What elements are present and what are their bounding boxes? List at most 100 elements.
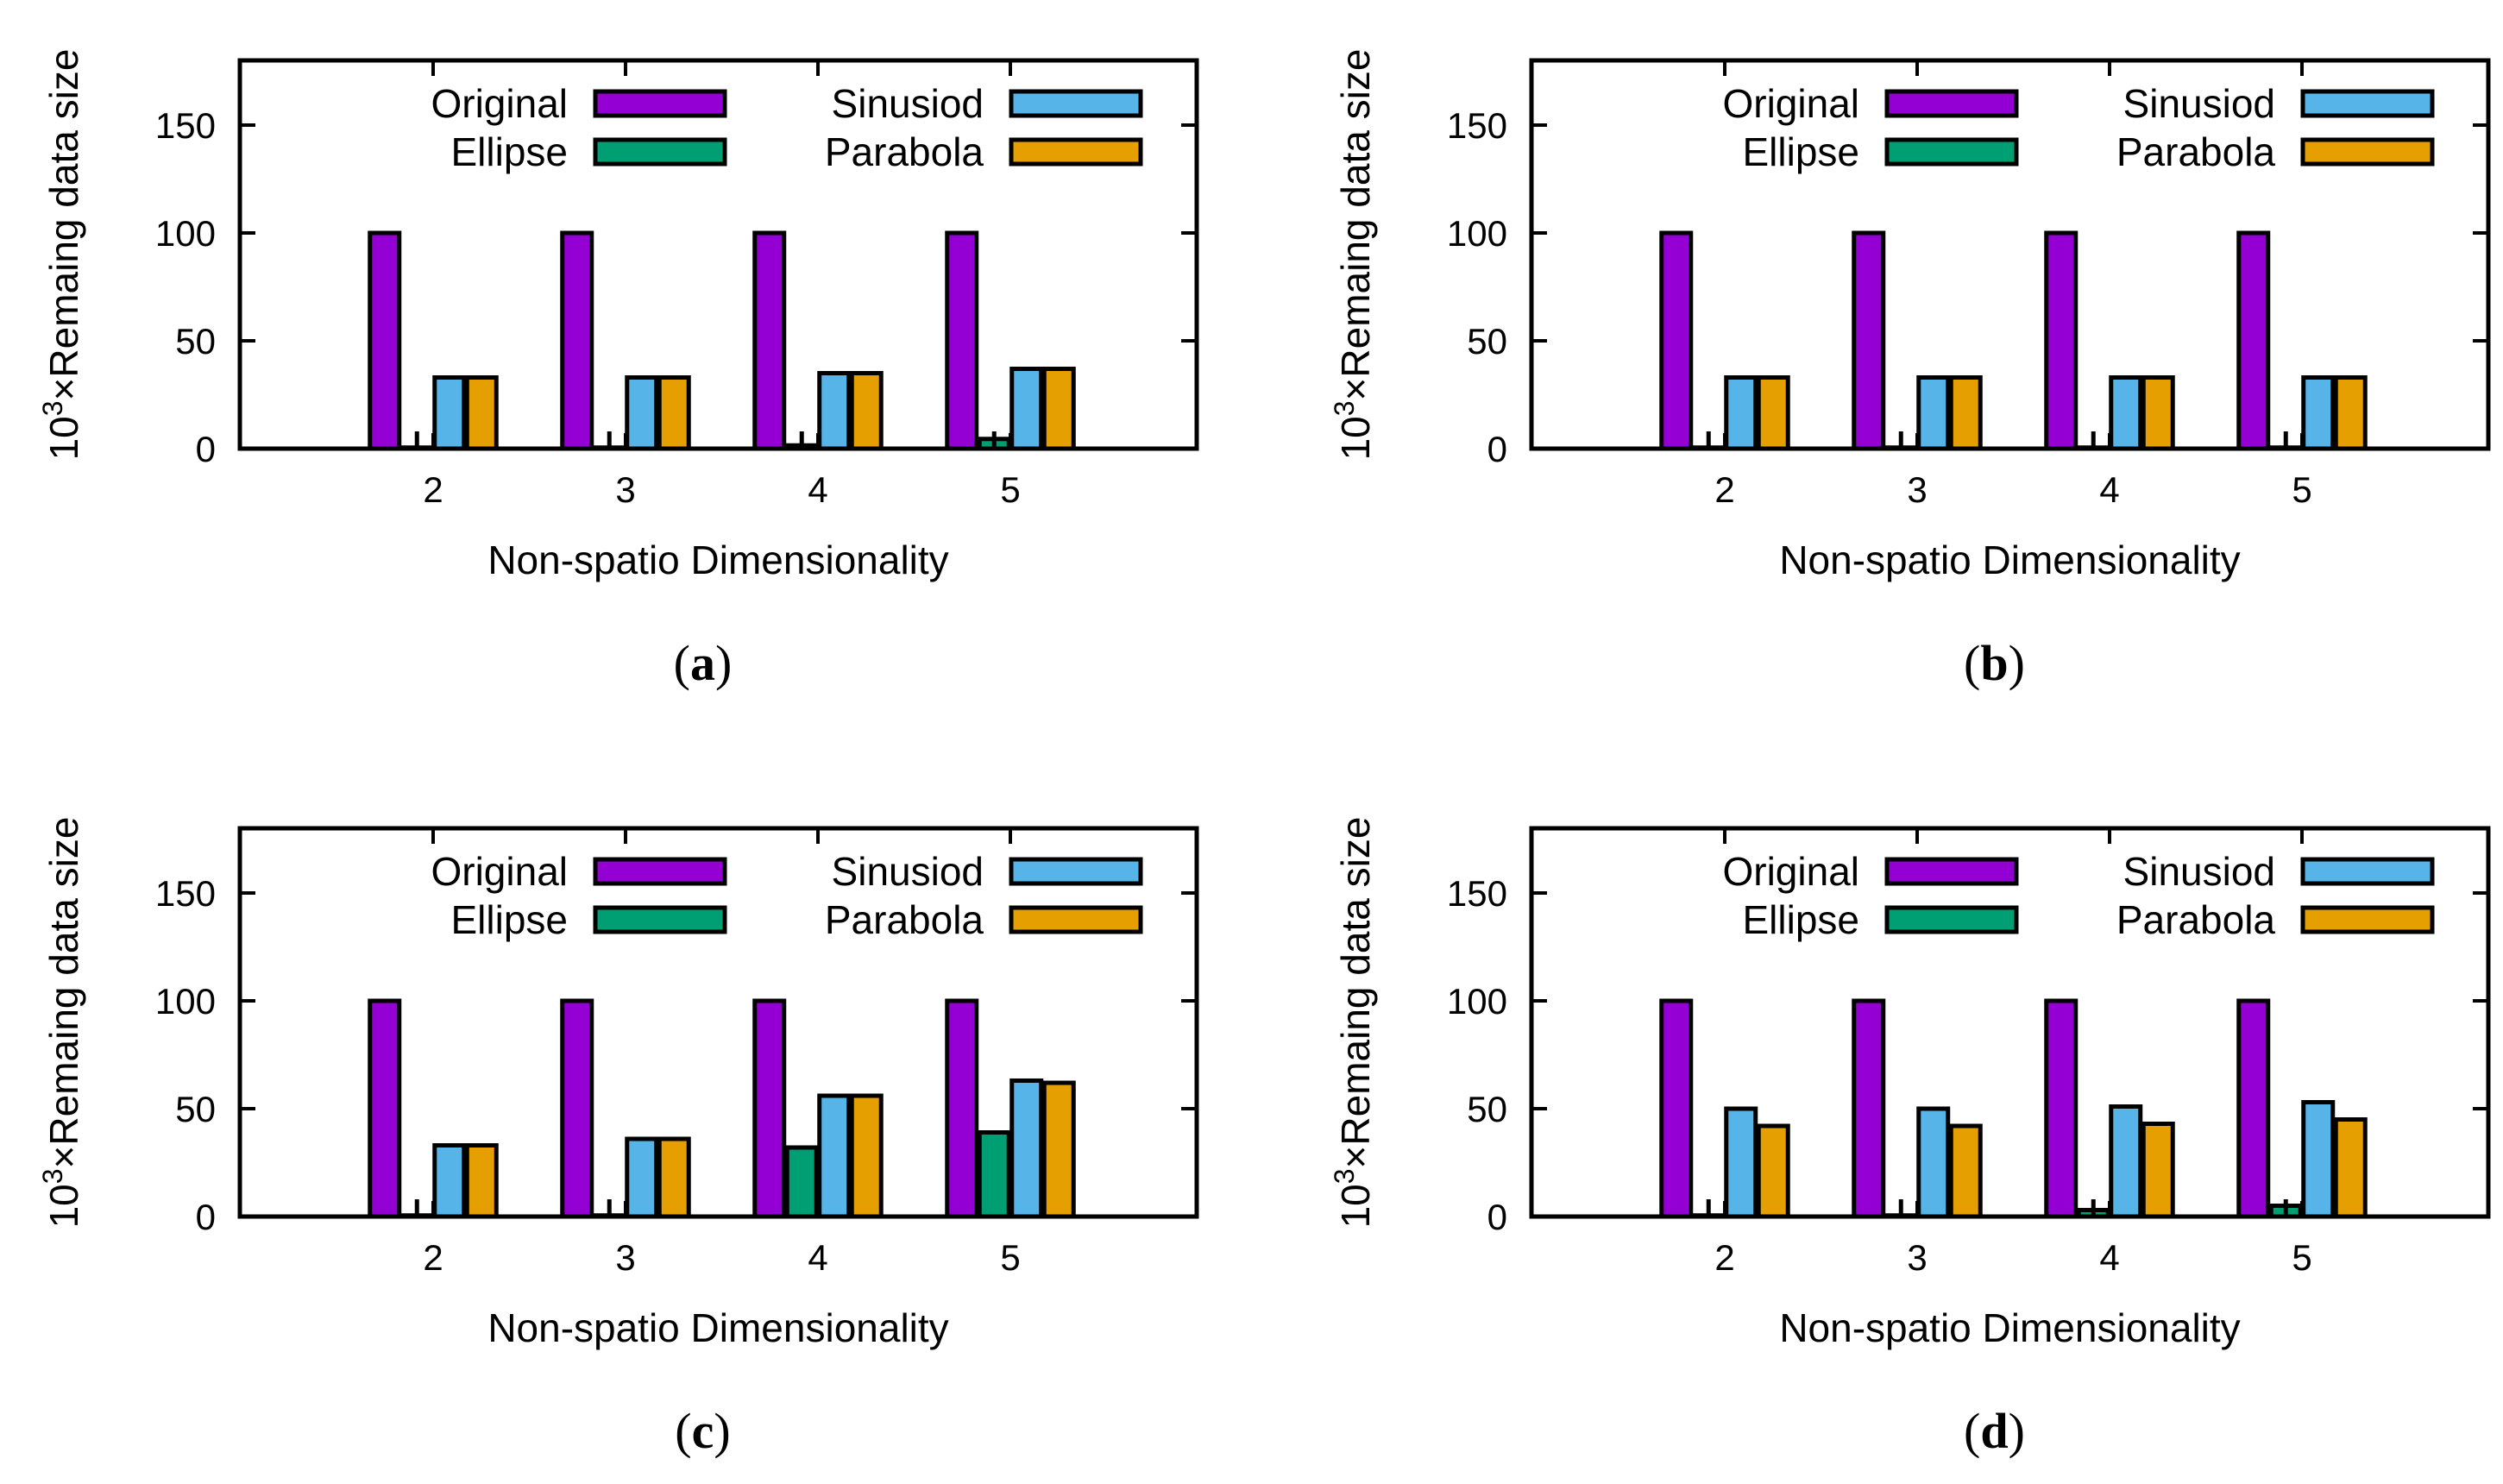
plot-frame [1529, 58, 2491, 451]
y-axis-label-base: 10 [41, 1184, 86, 1228]
y-tick-label: 0 [1487, 429, 1507, 469]
bar-sinusiod [2301, 375, 2336, 451]
x-tick-label: 2 [423, 469, 443, 510]
x-tick-label: 3 [1907, 1237, 1927, 1278]
legend-label-ellipse: Ellipse [1742, 897, 1859, 942]
legend-swatch-parabola [2300, 137, 2435, 167]
bar-sinusiod [1916, 375, 1951, 451]
y-tick-label: 0 [1487, 1197, 1507, 1237]
legend-swatch-ellipse [1884, 137, 2019, 167]
y-tick-label: 0 [196, 429, 216, 469]
x-tick-label: 4 [2099, 469, 2119, 510]
bar-sinusiod [817, 371, 852, 451]
x-tick-label: 3 [615, 1237, 635, 1278]
x-tick-label: 4 [2099, 1237, 2119, 1278]
caption-paren-close: ) [2009, 635, 2025, 691]
legend-label-sinusiod: Sinusiod [832, 849, 984, 894]
legend-label-ellipse: Ellipse [1742, 129, 1859, 174]
legend-swatch-sinusiod [2300, 89, 2435, 118]
legend-swatch-parabola [1009, 137, 1143, 167]
legend-label-parabola: Parabola [825, 897, 984, 942]
bar-parabola [657, 375, 691, 451]
bar-original [1659, 998, 1694, 1219]
legend-swatch-sinusiod [1009, 89, 1143, 118]
x-tick-label: 5 [1000, 469, 1020, 510]
caption-letter: d [1980, 1403, 2008, 1459]
y-tick-label: 150 [1447, 105, 1507, 146]
bar-sinusiod [2109, 375, 2143, 451]
y-axis-label-exponent: 3 [1329, 1168, 1360, 1184]
caption-paren-open: ( [1964, 1403, 1980, 1459]
legend-swatch-original [1884, 857, 2019, 886]
legend-swatch-ellipse [1884, 905, 2019, 934]
x-tick-label: 3 [1907, 469, 1927, 510]
bar-sinusiod [1009, 1078, 1044, 1219]
bar-sinusiod [2109, 1104, 2143, 1219]
bar-original [560, 230, 594, 451]
bar-parabola [2333, 1117, 2368, 1219]
x-tick-label: 5 [2292, 1237, 2311, 1278]
x-tick-label: 2 [1714, 1237, 1734, 1278]
legend-label-original: Original [1722, 81, 1859, 126]
bar-original [1852, 230, 1886, 451]
y-axis-label: 103×Remaing data size [37, 817, 86, 1229]
y-axis-label-base: 10 [41, 416, 86, 460]
legend-swatch-original [593, 89, 727, 118]
legend-label-original: Original [431, 849, 568, 894]
bar-sinusiod [625, 375, 659, 451]
bar-ellipse [977, 1130, 1011, 1219]
y-axis-label-base: 10 [1333, 1184, 1378, 1228]
legend-swatch-parabola [2300, 905, 2435, 934]
bar-parabola [1948, 375, 1983, 451]
y-axis-label: 103×Remaing data size [1329, 817, 1378, 1229]
y-tick-label: 150 [155, 873, 216, 914]
caption-paren-close: ) [714, 1403, 730, 1459]
bar-original [2236, 230, 2271, 451]
y-tick-label: 100 [1447, 213, 1507, 254]
caption-paren-open: ( [675, 1403, 691, 1459]
y-axis-label-text: ×Remaing data size [41, 49, 86, 401]
caption-paren-open: ( [674, 635, 690, 691]
chart-panel-d: 0 50 100 150 2 3 4 5 Original Sinusiod Ellipse Para… [1329, 817, 2491, 1459]
chart-panel-b: 0 50 100 150 2 3 4 5 Original Sinusiod Ellipse Para… [1329, 49, 2491, 691]
bar-original [945, 230, 979, 451]
bar-original [2044, 998, 2078, 1219]
bar-original [752, 230, 787, 451]
bar-parabola [657, 1136, 691, 1219]
legend-label-sinusiod: Sinusiod [2123, 849, 2275, 894]
caption-paren-close: ) [2009, 1403, 2025, 1459]
chart-panel-c: 0 50 100 150 2 3 4 5 Original Sinusiod Ellipse Para… [37, 817, 1199, 1459]
caption-paren-close: ) [715, 635, 732, 691]
bar-original [560, 998, 594, 1219]
x-axis-label: Non-spatio Dimensionality [487, 538, 948, 582]
bar-sinusiod [432, 1143, 467, 1219]
legend-label-parabola: Parabola [2116, 129, 2276, 174]
y-tick-label: 100 [1447, 981, 1507, 1022]
bar-original [752, 998, 787, 1219]
x-tick-label: 5 [1000, 1237, 1020, 1278]
bar-parabola [1041, 1080, 1076, 1219]
bar-sinusiod [1916, 1106, 1951, 1219]
bar-original [945, 998, 979, 1219]
panel-caption: (a) [674, 635, 733, 691]
panel-caption: (d) [1964, 1403, 2025, 1459]
bar-sinusiod [1724, 1106, 1758, 1219]
y-tick-label: 0 [196, 1197, 216, 1237]
x-axis-label: Non-spatio Dimensionality [1779, 1305, 2240, 1350]
bar-original [1659, 230, 1694, 451]
y-axis-label-exponent: 3 [37, 1168, 68, 1184]
y-tick-label: 150 [1447, 873, 1507, 914]
y-tick-label: 100 [155, 213, 216, 254]
chart-panel-a: 0 50 100 150 2 3 4 5 Original Sinusiod Ellipse Para… [37, 49, 1199, 691]
bar-sinusiod [817, 1093, 852, 1219]
bar-parabola [2333, 375, 2368, 451]
bar-sinusiod [1009, 367, 1044, 451]
bar-parabola [2141, 1122, 2175, 1219]
x-axis-label: Non-spatio Dimensionality [1779, 538, 2240, 582]
legend-swatch-ellipse [593, 905, 727, 934]
legend-label-ellipse: Ellipse [450, 897, 568, 942]
bar-original [2044, 230, 2078, 451]
y-tick-label: 50 [1467, 1089, 1507, 1129]
caption-letter: a [690, 635, 715, 691]
